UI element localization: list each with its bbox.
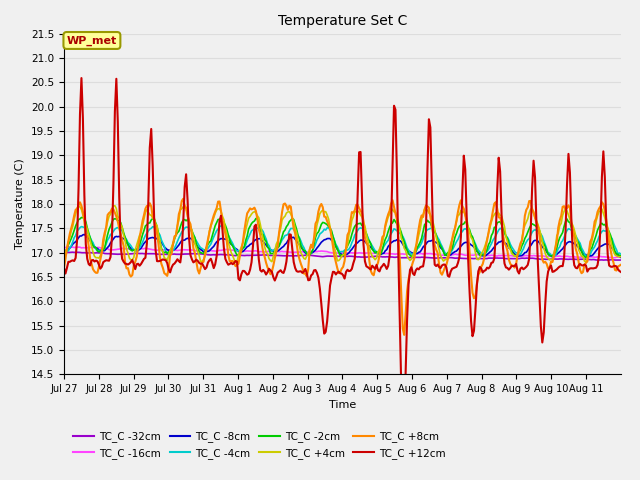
- X-axis label: Time: Time: [329, 400, 356, 409]
- Legend: TC_C -32cm, TC_C -16cm, TC_C -8cm, TC_C -4cm, TC_C -2cm, TC_C +4cm, TC_C +8cm, T: TC_C -32cm, TC_C -16cm, TC_C -8cm, TC_C …: [69, 427, 450, 463]
- Title: Temperature Set C: Temperature Set C: [278, 14, 407, 28]
- Text: WP_met: WP_met: [67, 36, 117, 46]
- Y-axis label: Temperature (C): Temperature (C): [15, 158, 26, 250]
